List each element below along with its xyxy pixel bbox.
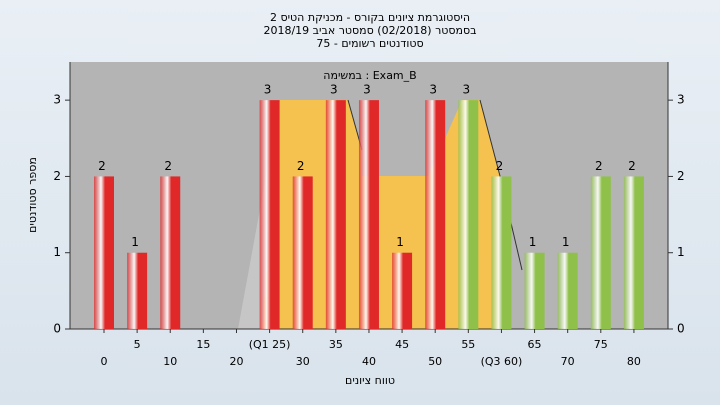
- y2-tick-label: 3: [677, 93, 685, 107]
- annotation: במשימה : Exam_B: [323, 69, 416, 82]
- x-tick-label: 80: [627, 355, 641, 368]
- x-axis-label: טווח ציונים: [345, 374, 395, 387]
- y2-tick-label: 1: [677, 245, 685, 259]
- x-tick-label: 20: [229, 355, 243, 368]
- data-label: 2: [595, 159, 603, 173]
- data-label: 2: [628, 159, 636, 173]
- bar: [590, 176, 611, 329]
- x-tick-label: 40: [362, 355, 376, 368]
- data-label: 2: [164, 159, 172, 173]
- bar: [358, 100, 379, 330]
- y2-tick-label: 0: [677, 322, 685, 336]
- chart-subtitle: בסמסטר (02/2018) סמסטר אביב 2018/19: [263, 24, 476, 37]
- data-label: 3: [264, 83, 272, 97]
- data-label: 3: [363, 83, 371, 97]
- data-label: 2: [496, 159, 504, 173]
- data-label: 1: [396, 235, 404, 249]
- y-tick-label: 1: [53, 245, 61, 259]
- chart-subtitle: סטודנטים רשומים - 75: [316, 37, 423, 50]
- bar: [425, 100, 446, 330]
- bar: [524, 252, 545, 329]
- x-tick-label: 70: [561, 355, 575, 368]
- x-tick-label: 10: [163, 355, 177, 368]
- x-tick-label: 15: [196, 338, 210, 351]
- x-tick-label: (Q3 60): [481, 355, 523, 368]
- data-label: 3: [330, 83, 338, 97]
- bar: [557, 252, 578, 329]
- x-tick-label: 50: [428, 355, 442, 368]
- data-label: 1: [131, 235, 139, 249]
- x-tick-label: 0: [101, 355, 108, 368]
- data-label: 1: [529, 235, 537, 249]
- bar: [94, 176, 114, 329]
- bar: [292, 176, 313, 329]
- bar: [160, 176, 181, 329]
- x-tick-label: 35: [329, 338, 343, 351]
- y-axis-label: מספר סטודנטים: [26, 157, 39, 233]
- bar: [458, 100, 479, 330]
- x-tick-label: 65: [528, 338, 542, 351]
- bar: [127, 252, 148, 329]
- bar: [325, 100, 346, 330]
- chart-title: היסטוגרמת ציונים בקורס - מכניקת הטיס 2: [270, 11, 470, 24]
- x-tick-label: 45: [395, 338, 409, 351]
- curve: [479, 99, 523, 271]
- x-tick-label: 30: [296, 355, 310, 368]
- x-tick-label: 55: [461, 338, 475, 351]
- x-tick-label: 75: [594, 338, 608, 351]
- bar: [491, 176, 512, 329]
- x-tick-label: (Q1 25): [249, 338, 291, 351]
- bar: [259, 100, 280, 330]
- x-tick-label: 5: [134, 338, 141, 351]
- data-label: 2: [98, 159, 106, 173]
- data-label: 3: [462, 83, 470, 97]
- data-label: 1: [562, 235, 570, 249]
- data-label: 3: [429, 83, 437, 97]
- y2-tick-label: 2: [677, 169, 685, 183]
- data-label: 2: [297, 159, 305, 173]
- y-tick-label: 2: [53, 169, 61, 183]
- y-tick-label: 3: [53, 93, 61, 107]
- bar: [392, 252, 413, 329]
- bar: [623, 176, 644, 329]
- y-tick-label: 0: [53, 322, 61, 336]
